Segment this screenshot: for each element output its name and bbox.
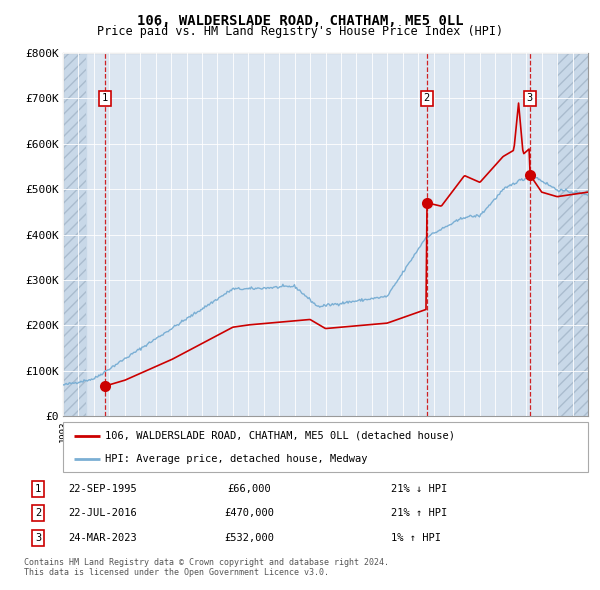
Text: Price paid vs. HM Land Registry's House Price Index (HPI): Price paid vs. HM Land Registry's House …	[97, 25, 503, 38]
Text: 106, WALDERSLADE ROAD, CHATHAM, ME5 0LL (detached house): 106, WALDERSLADE ROAD, CHATHAM, ME5 0LL …	[105, 431, 455, 441]
Text: Contains HM Land Registry data © Crown copyright and database right 2024.: Contains HM Land Registry data © Crown c…	[24, 558, 389, 566]
Text: This data is licensed under the Open Government Licence v3.0.: This data is licensed under the Open Gov…	[24, 568, 329, 576]
Text: 3: 3	[527, 93, 533, 103]
Text: 21% ↑ HPI: 21% ↑ HPI	[391, 509, 447, 518]
Bar	[63, 53, 86, 416]
Text: 22-JUL-2016: 22-JUL-2016	[68, 509, 137, 518]
Text: £66,000: £66,000	[228, 484, 271, 494]
Text: £532,000: £532,000	[224, 533, 275, 543]
Text: 2: 2	[35, 509, 41, 518]
Text: 3: 3	[35, 533, 41, 543]
Text: 106, WALDERSLADE ROAD, CHATHAM, ME5 0LL: 106, WALDERSLADE ROAD, CHATHAM, ME5 0LL	[137, 14, 463, 28]
Text: 2: 2	[424, 93, 430, 103]
Bar	[557, 53, 588, 416]
Text: 1: 1	[102, 93, 108, 103]
Text: 24-MAR-2023: 24-MAR-2023	[68, 533, 137, 543]
Text: 21% ↓ HPI: 21% ↓ HPI	[391, 484, 447, 494]
Text: 1% ↑ HPI: 1% ↑ HPI	[391, 533, 440, 543]
Text: £470,000: £470,000	[224, 509, 275, 518]
Text: 22-SEP-1995: 22-SEP-1995	[68, 484, 137, 494]
Text: 1: 1	[35, 484, 41, 494]
Text: HPI: Average price, detached house, Medway: HPI: Average price, detached house, Medw…	[105, 454, 367, 464]
